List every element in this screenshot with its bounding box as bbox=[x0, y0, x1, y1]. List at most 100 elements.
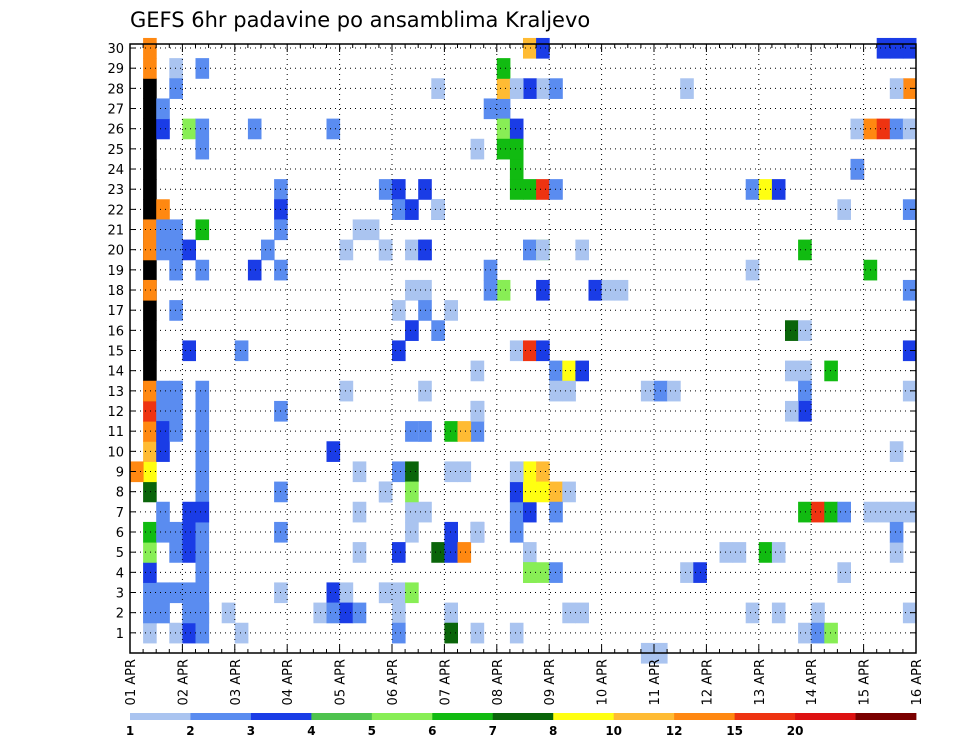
heatmap-cell bbox=[195, 582, 210, 604]
heatmap-cells bbox=[130, 37, 917, 664]
heatmap-cell bbox=[444, 521, 458, 543]
heatmap-cell bbox=[392, 179, 406, 200]
heatmap-cell bbox=[143, 158, 157, 180]
legend-swatch bbox=[492, 713, 554, 720]
heatmap-cell bbox=[143, 58, 157, 79]
heatmap-cell bbox=[536, 78, 550, 99]
heatmap-cell bbox=[837, 562, 851, 583]
heatmap-cell bbox=[169, 421, 183, 442]
heatmap-cell bbox=[195, 461, 210, 483]
heatmap-cell bbox=[195, 602, 210, 624]
heatmap-cell bbox=[902, 380, 917, 402]
heatmap-cell bbox=[143, 340, 157, 362]
heatmap-cell bbox=[352, 461, 367, 483]
legend-swatch bbox=[674, 713, 736, 720]
heatmap-cell bbox=[392, 461, 406, 483]
heatmap-cell bbox=[143, 400, 157, 422]
heatmap-cell bbox=[562, 602, 576, 624]
legend-swatch bbox=[190, 713, 252, 720]
heatmap-cell bbox=[143, 78, 157, 99]
heatmap-cell bbox=[496, 138, 511, 160]
heatmap-cell bbox=[156, 501, 170, 523]
heatmap-cell bbox=[640, 380, 655, 402]
y-tick-label: 22 bbox=[107, 203, 124, 218]
heatmap-cell bbox=[182, 542, 196, 563]
legend-swatch bbox=[613, 713, 675, 720]
heatmap-cell bbox=[339, 582, 354, 604]
chart-title: GEFS 6hr padavine po ansamblima Kraljevo bbox=[130, 8, 590, 32]
heatmap-cell bbox=[182, 602, 196, 624]
grid-lines bbox=[129, 44, 917, 653]
heatmap-cell bbox=[169, 521, 183, 543]
heatmap-cell bbox=[536, 340, 550, 362]
heatmap-cell bbox=[130, 461, 144, 483]
y-tick-label: 30 bbox=[107, 42, 124, 57]
heatmap-cell bbox=[431, 199, 445, 220]
heatmap-cell bbox=[156, 521, 170, 543]
heatmap-cell bbox=[405, 320, 419, 341]
heatmap-cell bbox=[169, 58, 183, 79]
heatmap-cell bbox=[837, 199, 851, 220]
heatmap-cell bbox=[195, 501, 210, 523]
heatmap-cell bbox=[509, 118, 524, 140]
color-legend: 1 2 3 4 5 6 7 8 10 12 15 20 bbox=[126, 713, 917, 738]
heatmap-cell bbox=[536, 279, 550, 301]
heatmap-cell bbox=[523, 461, 537, 483]
heatmap-cell bbox=[169, 400, 183, 422]
y-tick-label: 9 bbox=[116, 466, 124, 481]
x-tick-label: 09 APR bbox=[543, 659, 558, 705]
legend-label: 10 bbox=[605, 724, 622, 738]
heatmap-cell bbox=[785, 360, 799, 382]
y-tick-label: 4 bbox=[116, 566, 124, 581]
legend-swatch bbox=[371, 713, 433, 720]
heatmap-cell bbox=[523, 37, 537, 59]
heatmap-cell bbox=[195, 441, 210, 462]
x-tick-label: 03 APR bbox=[229, 659, 244, 705]
heatmap-cell bbox=[339, 602, 354, 624]
heatmap-cell bbox=[143, 622, 157, 644]
heatmap-cell bbox=[523, 78, 537, 99]
y-tick-label: 8 bbox=[116, 486, 124, 501]
heatmap-cell bbox=[771, 602, 786, 624]
heatmap-cell bbox=[889, 542, 904, 563]
heatmap-cell bbox=[143, 380, 157, 402]
heatmap-cell bbox=[156, 118, 170, 140]
y-tick-label: 16 bbox=[107, 324, 124, 339]
heatmap-cell bbox=[509, 461, 524, 483]
heatmap-cell bbox=[798, 320, 812, 341]
y-tick-label: 6 bbox=[116, 526, 124, 541]
heatmap-cell bbox=[536, 562, 550, 583]
heatmap-cell bbox=[143, 98, 157, 120]
heatmap-cell bbox=[234, 340, 249, 362]
heatmap-cell bbox=[470, 138, 485, 160]
heatmap-cell bbox=[719, 542, 734, 563]
y-tick-label: 5 bbox=[116, 546, 124, 561]
y-tick-label: 11 bbox=[107, 425, 124, 440]
x-tick-label: 07 APR bbox=[438, 659, 453, 705]
heatmap-cell bbox=[326, 441, 341, 462]
heatmap-cell bbox=[771, 542, 786, 563]
heatmap-cell bbox=[156, 199, 170, 220]
legend-swatch bbox=[855, 713, 917, 720]
legend-swatch bbox=[734, 713, 796, 720]
heatmap-cell bbox=[339, 239, 354, 261]
heatmap-cell bbox=[902, 37, 917, 59]
x-tick-label: 08 APR bbox=[491, 659, 506, 705]
y-tick-label: 13 bbox=[107, 385, 124, 400]
heatmap-cell bbox=[457, 421, 472, 442]
heatmap-cell bbox=[785, 400, 799, 422]
heatmap-cell bbox=[562, 481, 576, 503]
heatmap-cell bbox=[405, 199, 419, 220]
heatmap-cell bbox=[850, 158, 865, 180]
heatmap-cell bbox=[143, 259, 157, 281]
heatmap-cell bbox=[326, 118, 341, 140]
heatmap-cell bbox=[889, 118, 904, 140]
heatmap-cell bbox=[195, 259, 210, 281]
heatmap-cell bbox=[156, 98, 170, 120]
heatmap-cell bbox=[195, 622, 210, 644]
heatmap-cell bbox=[536, 37, 550, 59]
heatmap-cell bbox=[169, 542, 183, 563]
heatmap-cell bbox=[143, 562, 157, 583]
legend-label: 1 bbox=[126, 724, 134, 738]
